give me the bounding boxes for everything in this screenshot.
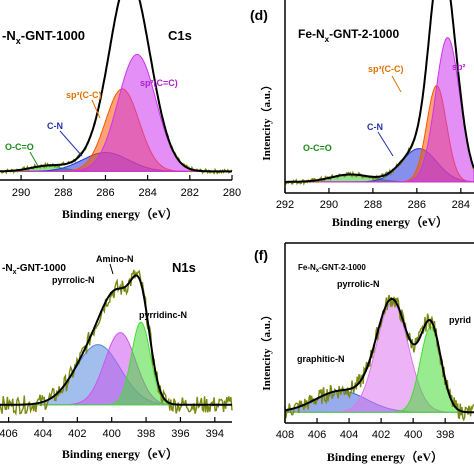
panel-title: -Nx-GNT-1000 [2,28,85,46]
annotation-sp3: sp³(C-C) [368,64,404,74]
panel-title: Fe-Nx-GNT-2-1000 [298,263,366,274]
peak-annotations: O-C=O C-N sp³(C-C) sp² [303,62,466,157]
x-ticks: 292 290 288 286 284 [276,188,470,211]
annotation-sp2: sp²(C=C) [140,78,178,88]
corner-label: C1s [168,28,192,43]
panel-title-subscript: x [13,269,17,276]
x-axis-label: Binding energy（eV） [327,449,443,464]
plot-marks [284,294,474,422]
panel-f-n1s-gnt-2-1000: (f) Fe-Nx-GNT-2-1000 Intencity（a.u.） 408… [254,242,474,464]
x-tick-label: 288 [364,199,382,211]
annotation-c-n-arrow [59,130,83,157]
annotation-sp3: sp³(C-C) [66,90,102,100]
x-tick-label: 284 [138,187,156,199]
panel-title-rest: -GNT-2-1000 [329,27,399,41]
x-ticks: 406 404 402 400 398 396 394 [0,417,224,440]
annotation-pyrrolic-n: pyrrolic-N [52,275,95,285]
x-tick-label: 402 [372,429,390,441]
x-tick-label: 292 [276,199,294,211]
x-axis-label: Binding energy（eV） [62,446,178,461]
peak-annotations: pyrrolic-N Amino-N pyrridinc-N [52,254,187,320]
y-axis-label: Intencity（a.u.） [260,79,273,160]
panel-n1s-gnt-1000: -Nx-GNT-1000 N1s 406 404 402 400 398 396 394 p… [0,254,233,461]
annotation-c-n: C-N [47,121,63,131]
annotation-sp3-arrow [91,99,101,119]
x-tick-label: 394 [206,428,224,440]
annotation-graphitic-n: graphitic-N [297,354,345,364]
x-tick-label: 280 [223,187,241,199]
annotation-o-c-o: O-C=O [303,143,332,153]
panel-label: (f) [254,247,268,263]
x-tick-label: 290 [320,199,338,211]
peak-annotations: graphitic-N pyrrolic-N pyrid [297,279,471,364]
panel-title-subscript: x [16,36,21,46]
x-tick-label: 400 [404,429,422,441]
panel-title-rest: -GNT-1000 [21,28,85,43]
panel-c1s-gnt-1000: -Nx-GNT-1000 C1s 290 288 286 284 282 280 O-C=… [0,0,241,221]
annotation-pyrrolic-n: pyrrolic-N [337,279,380,289]
annotation-pyridinic-n: pyrid [449,315,471,325]
x-tick-label: 398 [436,429,454,441]
plot-marks [284,0,474,186]
x-tick-label: 406 [308,429,326,441]
x-ticks: 290 288 286 284 282 280 [12,175,241,199]
x-tick-label: 404 [340,429,358,441]
x-tick-label: 284 [452,199,470,211]
x-tick-label: 398 [137,428,155,440]
panel-title-main: Fe-N [298,27,325,41]
corner-label: N1s [172,260,196,275]
x-tick-label: 286 [96,187,114,199]
x-tick-label: 400 [103,428,121,440]
annotation-o-c-o: O-C=O [5,142,34,152]
annotation-sp2: sp² [452,62,466,72]
x-tick-label: 282 [181,187,199,199]
x-tick-label: 402 [68,428,86,440]
x-tick-label: 406 [0,428,18,440]
panel-title-main: -N [2,263,13,274]
x-tick-label: 288 [54,187,72,199]
raw-spectrum [0,269,233,417]
x-tick-label: 290 [12,187,30,199]
panel-title: Fe-Nx-GNT-2-1000 [298,27,399,44]
panel-title-subscript: x [325,35,330,44]
fitted-envelope [285,0,474,183]
annotation-pyrridinc-n: pyrridinc-N [139,310,187,320]
annotation-o-c-o-arrow [29,151,39,167]
annotation-amino-n-arrow [109,263,114,275]
panel-title-rest: -GNT-1000 [16,263,66,274]
panel-d-c1s-gnt-2-1000: (d) Fe-Nx-GNT-2-1000 Intencity（a.u.） 292… [250,0,474,229]
annotation-sp3-arrow [391,75,402,93]
x-tick-label: 286 [408,199,426,211]
fitted-envelope [284,298,474,414]
x-tick-label: 404 [34,428,52,440]
panel-label: (d) [250,7,268,23]
panel-title-main: Fe-N [298,263,316,272]
fitted-envelope [0,274,232,406]
panel-title-rest: -GNT-2-1000 [319,263,366,272]
panel-title-subscript: x [316,268,320,274]
annotation-amino-n: Amino-N [96,254,134,264]
plot-marks [0,269,233,417]
peak-annotations: O-C=O C-N sp³(C-C) sp²(C=C) [5,78,178,167]
x-axis-label: Binding energy（eV） [62,206,178,221]
panel-title-main: -N [2,28,16,43]
annotation-c-n-arrow [377,131,394,157]
fitted-envelope [0,0,232,173]
x-tick-label: 408 [276,429,294,441]
panel-title: -Nx-GNT-1000 [2,263,66,276]
y-axis-label: Intencity（a.u.） [260,309,273,390]
annotation-c-n: C-N [367,122,383,132]
x-axis-label: Binding energy（eV） [332,214,448,229]
x-ticks: 408 406 404 402 400 398 [276,418,454,441]
plot-marks [0,0,233,175]
x-tick-label: 396 [171,428,189,440]
